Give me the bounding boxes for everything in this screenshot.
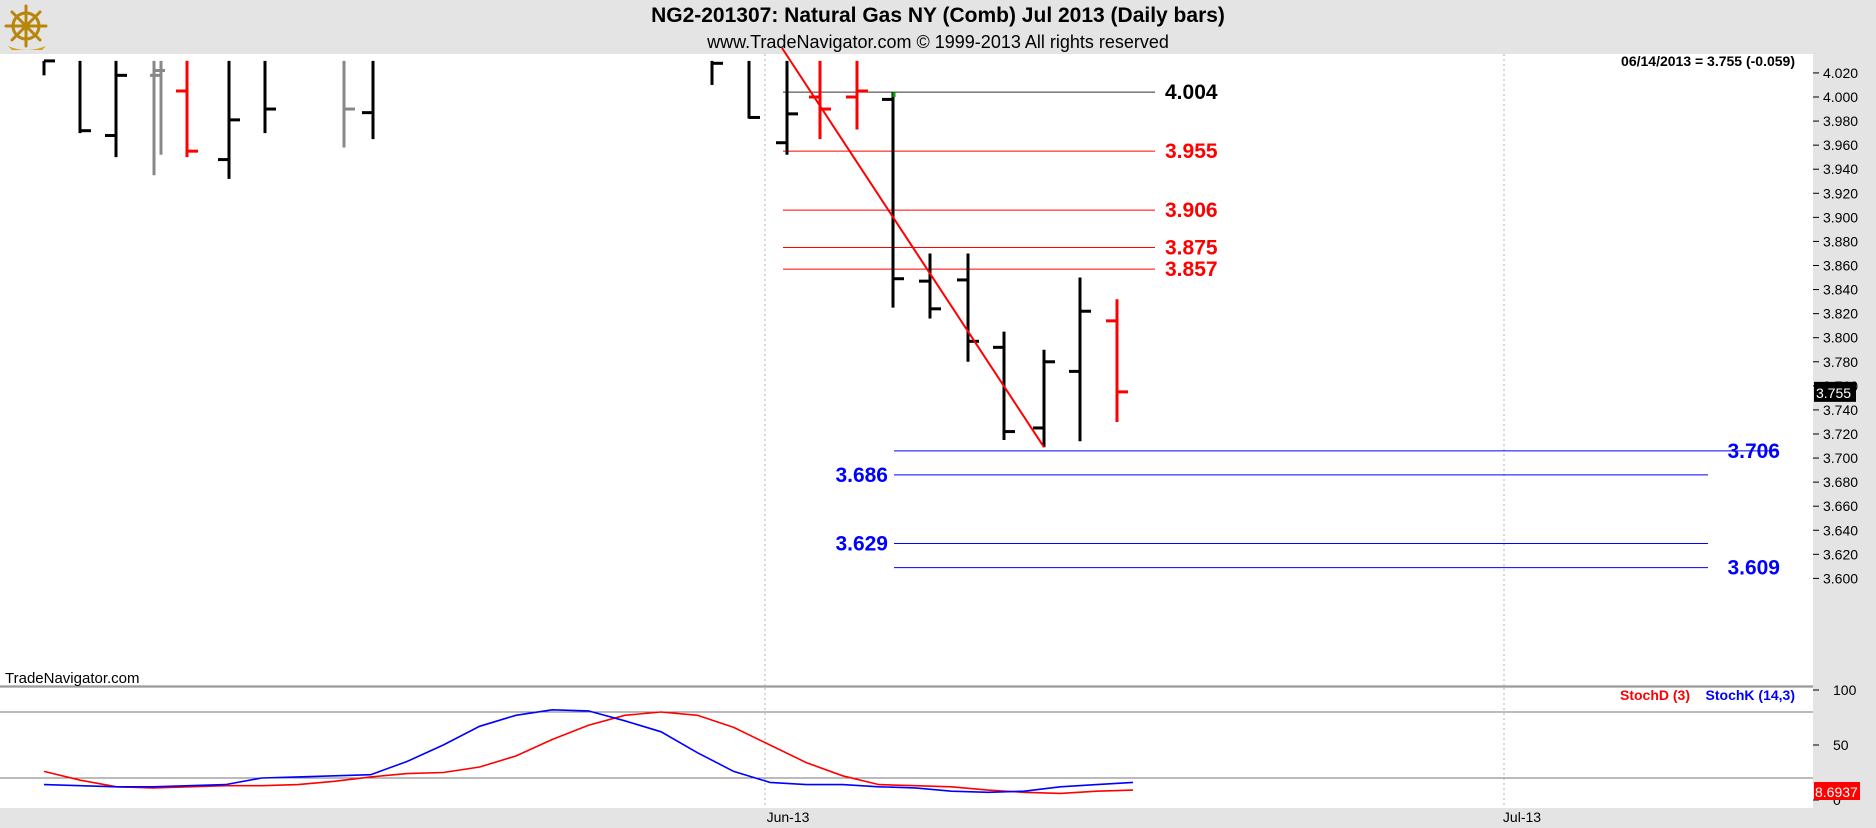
chart-title: NG2-201307: Natural Gas NY (Comb) Jul 20… xyxy=(651,4,1225,27)
y-tick-label: 4.000 xyxy=(1823,89,1858,105)
stoch-tick-label: 100 xyxy=(1833,682,1857,698)
price-panel xyxy=(0,54,1813,685)
price-level-label: 3.609 xyxy=(1727,557,1780,580)
y-tick-label: 4.020 xyxy=(1823,65,1858,81)
stochastic-panel xyxy=(0,688,1813,808)
y-tick-label: 3.600 xyxy=(1823,570,1858,586)
price-level-label: 4.004 xyxy=(1165,81,1218,104)
price-level-label: 3.875 xyxy=(1165,236,1218,259)
price-level-label: 3.857 xyxy=(1165,258,1218,281)
x-axis-label: Jul-13 xyxy=(1503,809,1541,825)
chart-header: NG2-201307: Natural Gas NY (Comb) Jul 20… xyxy=(0,0,1876,54)
price-axis-background xyxy=(1813,54,1876,808)
last-quote-label: 06/14/2013 = 3.755 (-0.059) xyxy=(1621,53,1795,69)
y-tick-label: 3.620 xyxy=(1823,546,1858,562)
y-tick-label: 3.880 xyxy=(1823,233,1858,249)
stoch-series-line xyxy=(43,708,1134,794)
y-tick-label: 3.960 xyxy=(1823,137,1858,153)
y-tick-label: 3.840 xyxy=(1823,282,1858,298)
y-tick-label: 3.660 xyxy=(1823,498,1858,514)
current-price-label: 3.755 xyxy=(1816,385,1851,401)
y-tick-label: 3.740 xyxy=(1823,402,1858,418)
y-tick-label: 3.860 xyxy=(1823,257,1858,273)
watermark: TradeNavigator.com xyxy=(5,670,140,687)
stoch-k-legend: StochK (14,3) xyxy=(1706,687,1795,703)
y-tick-label: 3.680 xyxy=(1823,474,1858,490)
stoch-series-line xyxy=(43,711,1134,795)
y-tick-label: 3.720 xyxy=(1823,426,1858,442)
y-tick-label: 3.900 xyxy=(1823,209,1858,225)
stoch-tick-label: 50 xyxy=(1833,737,1849,753)
price-level-label: 3.706 xyxy=(1727,440,1780,463)
y-tick-label: 3.920 xyxy=(1823,185,1858,201)
trend-line xyxy=(781,47,1045,448)
y-tick-label: 3.780 xyxy=(1823,354,1858,370)
ship-wheel-logo-icon xyxy=(4,4,48,50)
price-level-label: 3.906 xyxy=(1165,199,1218,222)
y-tick-label: 3.700 xyxy=(1823,450,1858,466)
copyright-notice: www.TradeNavigator.com © 1999-2013 All r… xyxy=(707,32,1169,52)
y-tick-label: 3.800 xyxy=(1823,330,1858,346)
stoch-d-legend: StochD (3) xyxy=(1620,687,1690,703)
price-level-label: 3.686 xyxy=(835,464,888,487)
y-tick-label: 3.980 xyxy=(1823,113,1858,129)
y-tick-label: 3.820 xyxy=(1823,306,1858,322)
price-level-label: 3.955 xyxy=(1165,140,1218,163)
stoch-value-box xyxy=(1814,782,1860,800)
y-tick-label: 3.640 xyxy=(1823,522,1858,538)
current-price-box xyxy=(1814,381,1856,402)
price-level-label: 3.629 xyxy=(835,532,888,555)
y-tick-label: 3.940 xyxy=(1823,161,1858,177)
stoch-value-label: 8.6937 xyxy=(1815,784,1858,800)
x-axis-label: Jun-13 xyxy=(767,809,810,825)
